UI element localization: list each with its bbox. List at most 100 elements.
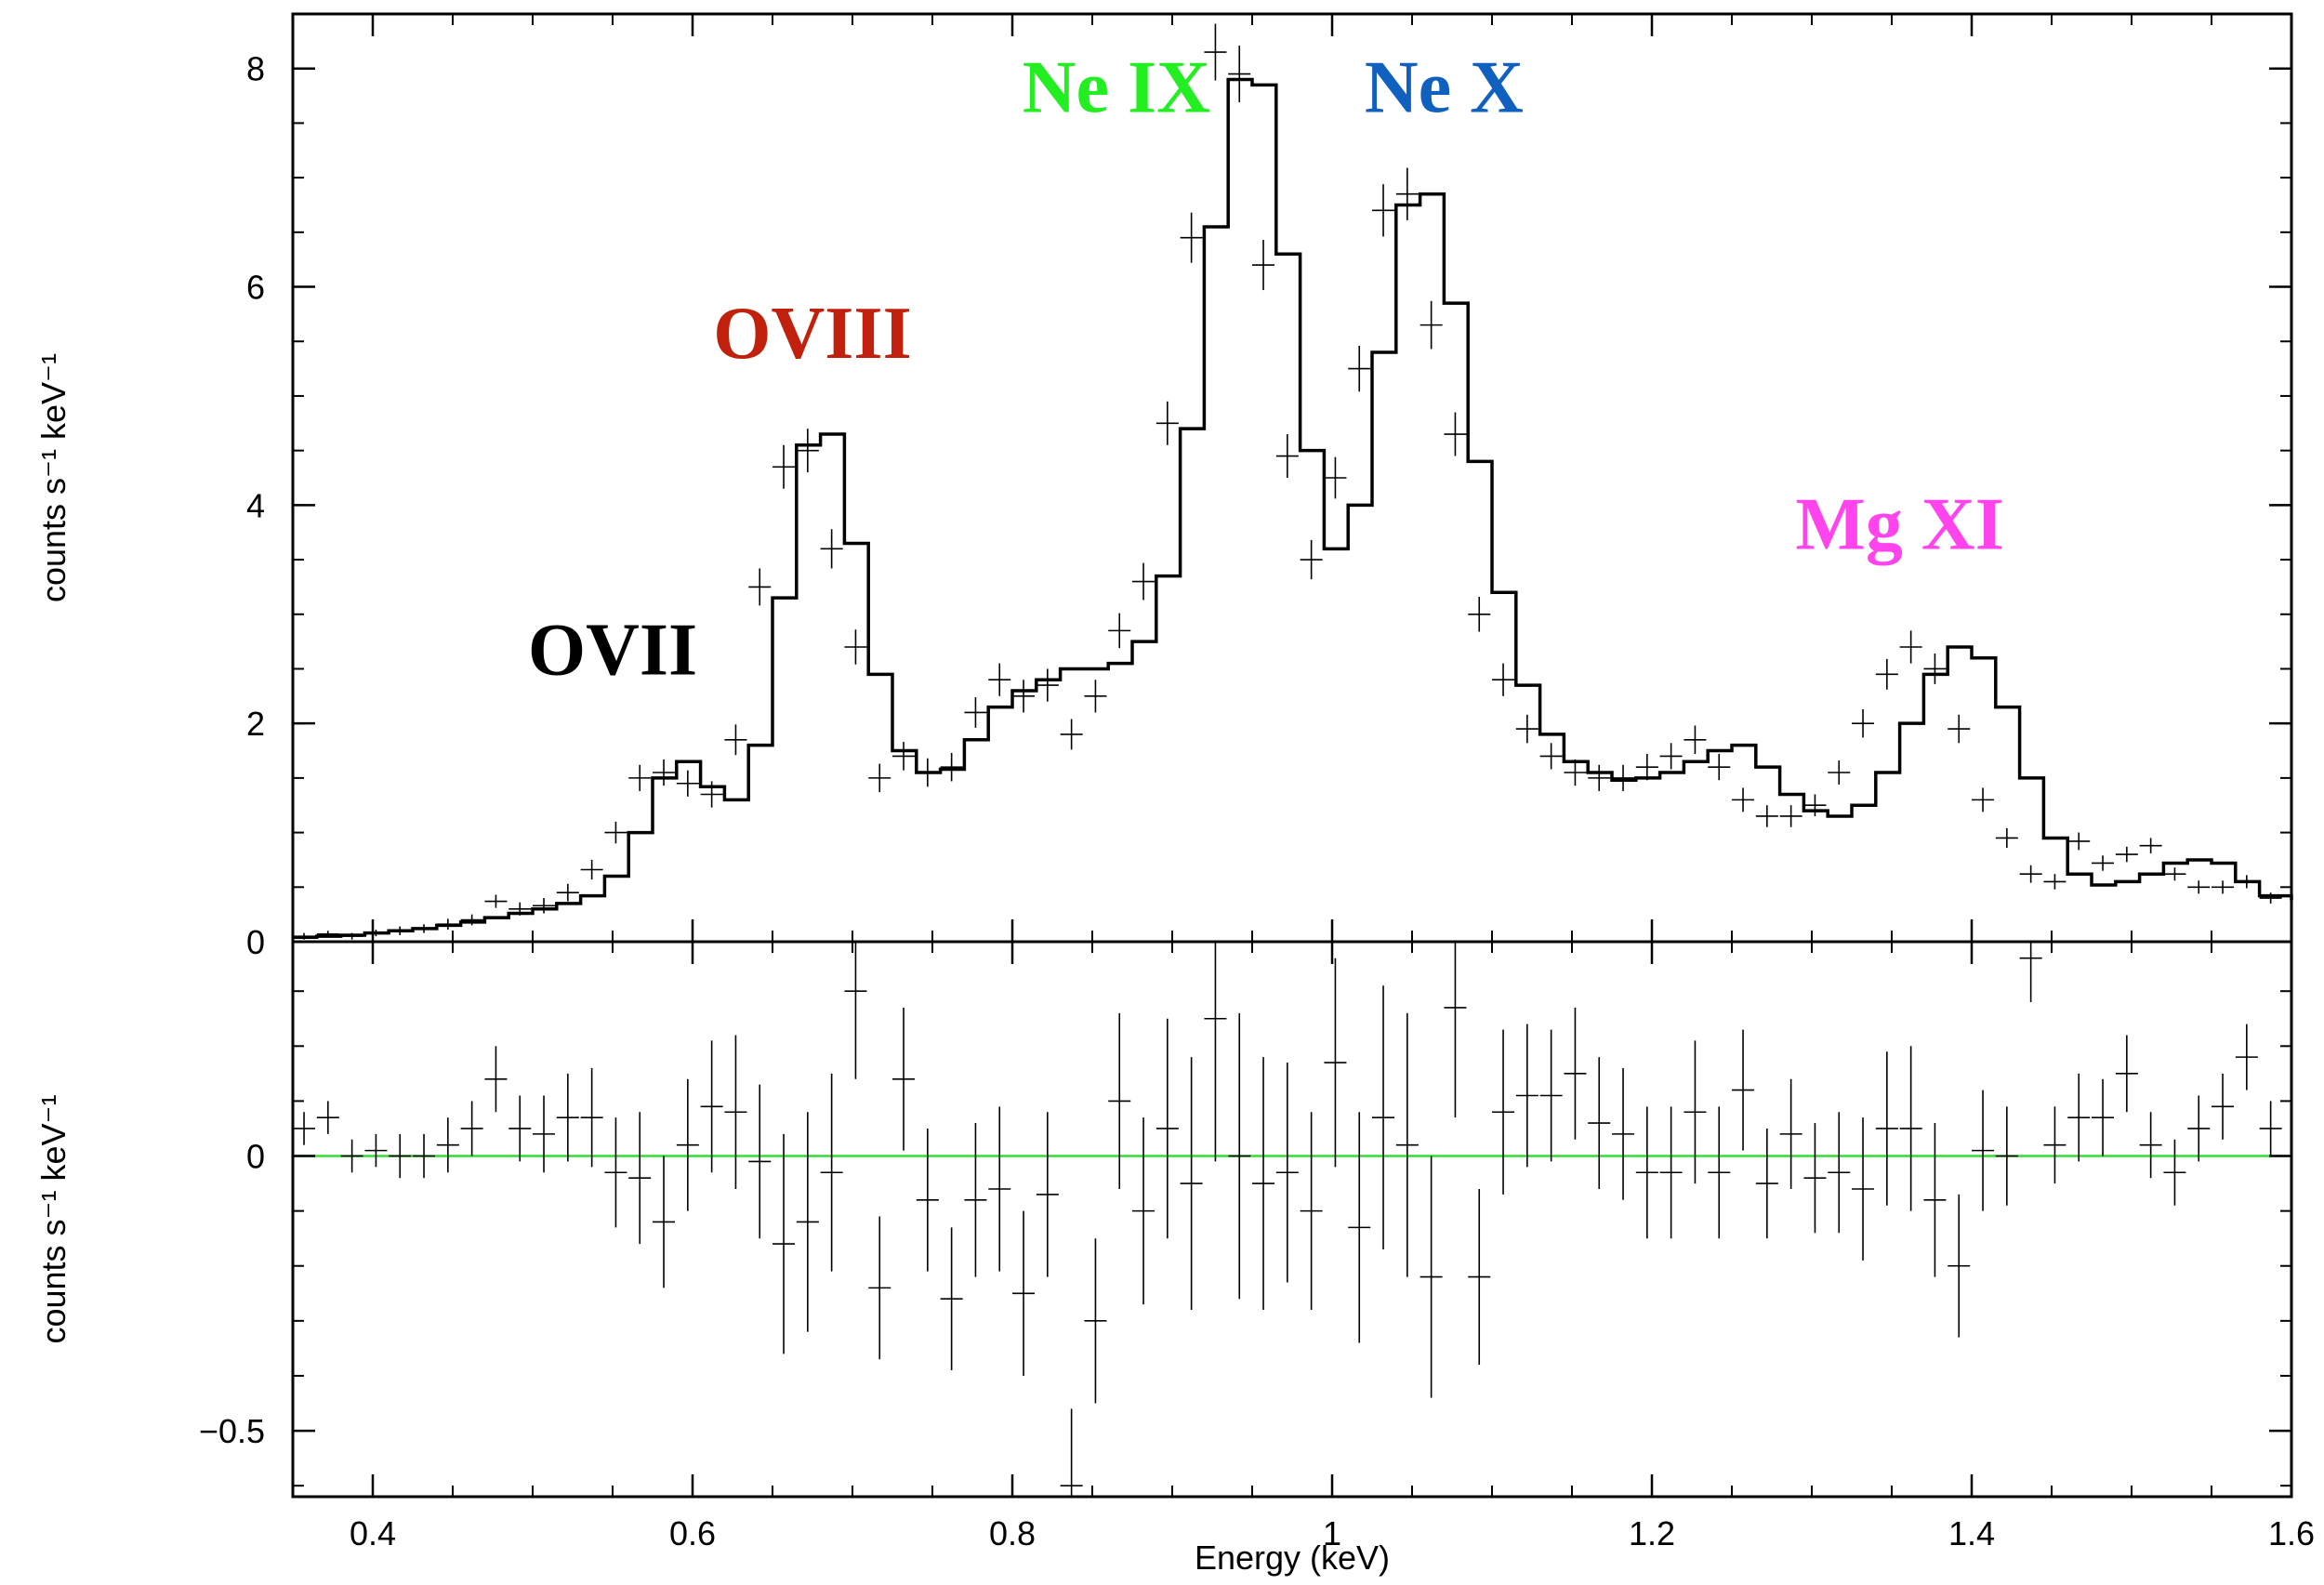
data-point <box>772 444 796 489</box>
spectrum-y-axis-label: counts s⁻¹ keV⁻¹ <box>34 353 73 602</box>
data-point <box>484 894 508 908</box>
data-point <box>724 724 747 756</box>
residual-point <box>508 1095 532 1162</box>
line-label: OVII <box>528 609 697 691</box>
residual-frame <box>291 940 2293 1499</box>
data-point <box>1228 46 1251 103</box>
residual-point <box>604 1117 627 1228</box>
data-point <box>508 902 532 916</box>
residual-point <box>1324 958 1347 1168</box>
y-tick-label: 0 <box>246 923 265 961</box>
data-point <box>796 429 819 473</box>
residual-point <box>1948 1194 1971 1338</box>
residual-point <box>2235 1024 2258 1090</box>
x-tick-label: 1.2 <box>1629 1514 1675 1552</box>
data-point <box>1708 754 1731 781</box>
data-point <box>940 752 963 782</box>
residual-point <box>316 1101 339 1134</box>
residual-point <box>533 1095 556 1173</box>
x-tick-label: 0.4 <box>350 1514 396 1552</box>
residual-point <box>556 1073 579 1162</box>
data-point <box>1635 754 1658 781</box>
residual-point <box>772 1133 796 1354</box>
data-point <box>1875 658 1898 690</box>
data-point <box>2235 875 2258 889</box>
data-point <box>604 821 627 844</box>
data-point <box>1492 663 1515 696</box>
y-tick-label: 0 <box>246 1138 265 1176</box>
x-tick-label: 1.4 <box>1948 1514 1995 1552</box>
residual-point <box>2259 1101 2282 1156</box>
data-point <box>1275 434 1299 478</box>
x-tick-label: 0.8 <box>989 1514 1036 1552</box>
residual-point <box>1300 1112 1323 1311</box>
data-point <box>1348 345 1371 392</box>
data-point <box>1204 23 1227 81</box>
data-point <box>580 859 603 880</box>
data-point <box>1444 412 1467 456</box>
residual-point <box>1252 1057 1275 1311</box>
data-point <box>1060 719 1083 750</box>
residual-point <box>364 1133 388 1168</box>
model-histogram <box>293 77 2293 940</box>
residual-point <box>628 1112 652 1245</box>
residual-point <box>1755 1128 1778 1239</box>
data-point <box>2187 880 2211 894</box>
data-point <box>1852 708 1875 738</box>
residual-point <box>1708 1106 1731 1239</box>
y-tick-label: −0.5 <box>199 1412 265 1450</box>
residual-point <box>653 1156 676 1288</box>
residual-point <box>748 1084 772 1239</box>
residual-point <box>1012 1210 1036 1376</box>
data-point <box>916 758 939 787</box>
data-point <box>316 931 339 938</box>
data-point <box>2043 874 2067 890</box>
residual-point <box>1444 942 1467 1118</box>
data-point <box>2092 855 2115 871</box>
y-tick-label: 2 <box>246 705 265 743</box>
y-tick-label: 4 <box>246 486 265 524</box>
data-point <box>1828 760 1851 785</box>
data-point <box>2259 892 2282 904</box>
residual-point <box>964 1123 987 1277</box>
residual-point <box>1492 1029 1515 1195</box>
spectrum-panel: 0 2 4 6 8 OVII OVIII Ne IX Ne X Mg XI counts s⁻¹… <box>34 12 2293 961</box>
data-point <box>1012 680 1036 713</box>
residual-point <box>1084 1238 1107 1404</box>
line-label: Mg XI <box>1795 483 2003 565</box>
data-point <box>1659 743 1683 770</box>
x-axis-label: Energy (keV) <box>1195 1539 1390 1577</box>
data-point <box>460 914 483 926</box>
residual-point <box>1972 1090 1995 1211</box>
data-point <box>1515 714 1538 744</box>
residual-point <box>820 1073 843 1272</box>
data-point <box>340 932 363 940</box>
data-point <box>676 770 699 797</box>
x-tick-label: 1 <box>1323 1514 1341 1552</box>
data-point <box>413 924 436 933</box>
residual-point <box>1180 1057 1203 1311</box>
residual-point <box>1539 1029 1563 1162</box>
residual-point <box>916 1128 939 1272</box>
residual-point <box>1515 1024 1538 1168</box>
data-point <box>1180 212 1203 263</box>
data-point <box>892 742 916 771</box>
residual-point <box>2139 1112 2162 1179</box>
data-point <box>1899 630 1922 664</box>
data-point <box>533 898 556 914</box>
data-point <box>820 529 843 569</box>
residual-point <box>1635 1106 1658 1239</box>
data-point <box>653 759 676 786</box>
y-tick-label: 6 <box>246 269 265 307</box>
residual-point <box>460 1101 483 1156</box>
residual-point <box>2092 1078 2115 1156</box>
residual-point <box>1419 1156 1443 1398</box>
data-point <box>1755 805 1778 827</box>
data-point <box>988 663 1011 696</box>
data-point <box>2019 865 2042 883</box>
data-point <box>556 883 579 902</box>
data-point <box>1972 787 1995 812</box>
line-label: Ne IX <box>1023 47 1210 129</box>
